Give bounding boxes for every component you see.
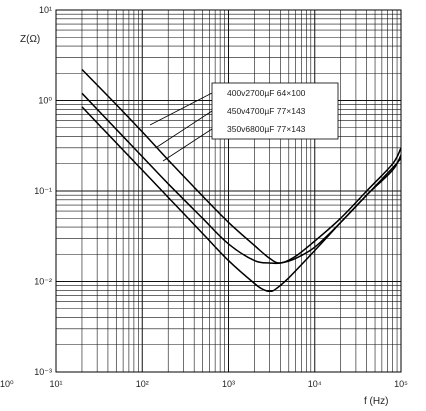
x-tick-label: 10⁰ (0, 379, 14, 389)
x-axis-label: f (Hz) (364, 396, 388, 407)
legend-entry: 350v6800µF 77×143 (227, 124, 306, 134)
x-tick-label: 10² (136, 379, 149, 389)
x-tick-labels: 10⁰ 10¹ 10² 10³ 10⁴ 10⁵ (0, 379, 408, 389)
y-tick-label: 10¹ (39, 5, 52, 15)
y-tick-labels: 10¹ 10⁰ 10⁻¹ 10⁻² 10⁻³ (34, 5, 52, 377)
x-tick-label: 10⁴ (308, 379, 322, 389)
y-tick-label: 10⁻¹ (34, 186, 52, 196)
legend-entry: 400v2700µF 64×100 (227, 88, 306, 98)
legend-entry: 450v4700µF 77×143 (227, 106, 306, 116)
x-tick-label: 10⁵ (394, 379, 408, 389)
y-axis-label: Z(Ω) (20, 34, 40, 45)
y-tick-label: 10⁰ (38, 96, 52, 106)
x-tick-label: 10³ (222, 379, 235, 389)
y-tick-label: 10⁻² (34, 277, 52, 287)
y-tick-label: 10⁻³ (34, 367, 52, 377)
x-tick-label: 10¹ (49, 379, 62, 389)
